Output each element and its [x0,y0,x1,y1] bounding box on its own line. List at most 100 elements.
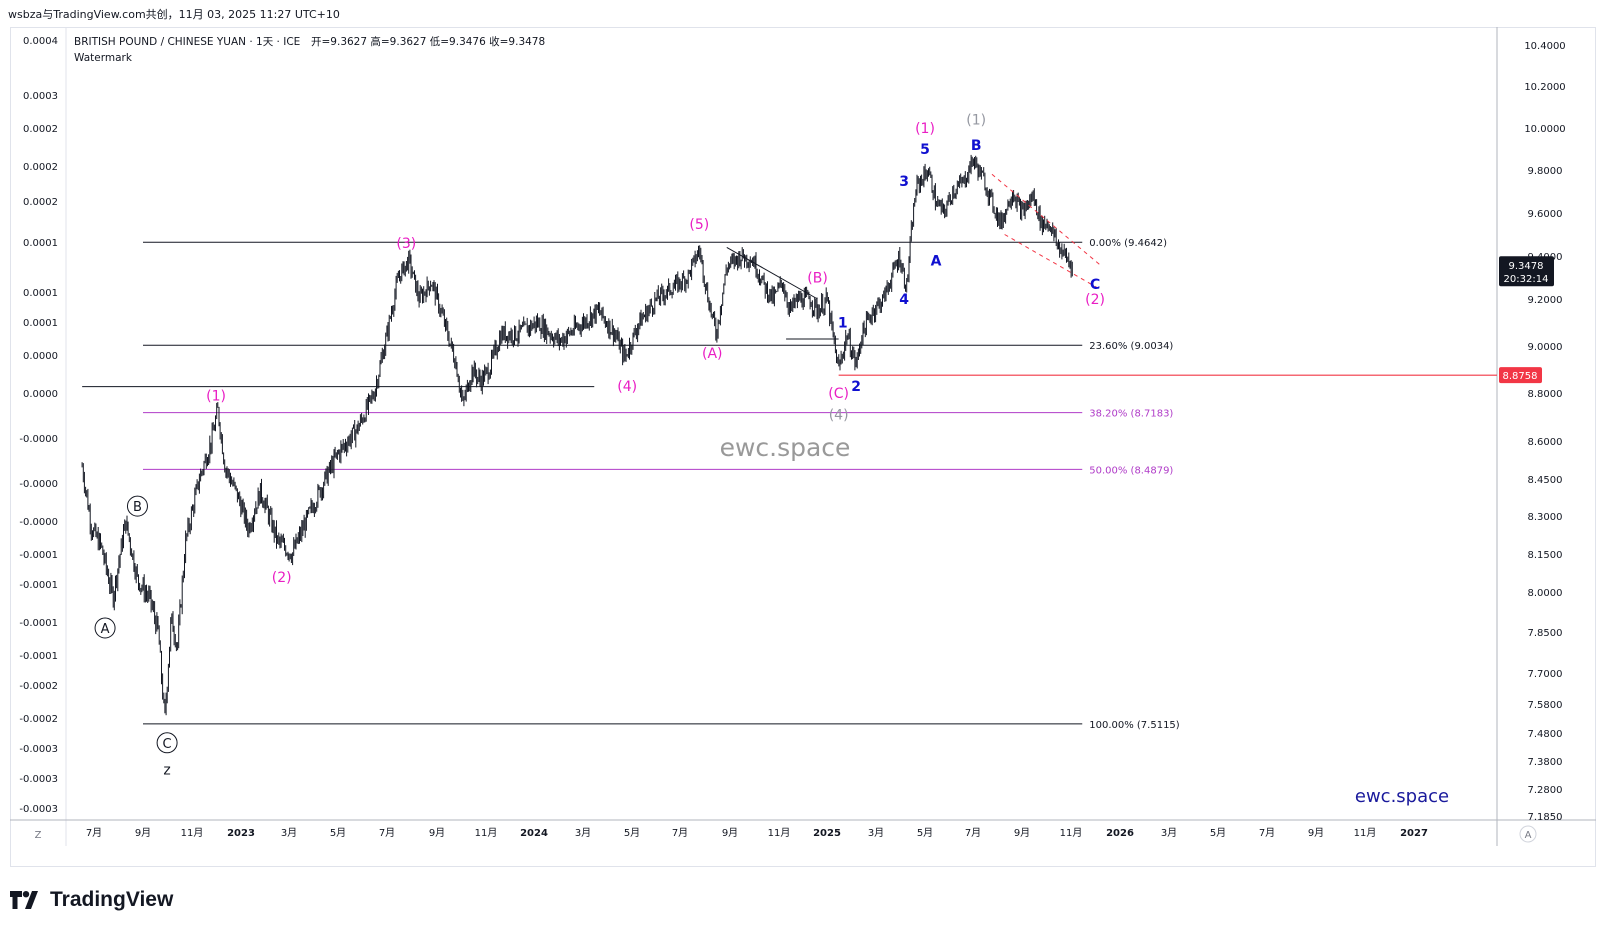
tradingview-logo-icon [10,891,38,909]
symbol-title: BRITISH POUND / CHINESE YUAN · 1天 · ICE [74,36,300,48]
red-level-value: 8.8758 [1503,371,1538,382]
left-axis-label: -0.0003 [19,804,58,815]
last-price-value: 9.3478 [1509,261,1544,272]
price-axis-label: 8.3000 [1528,512,1563,523]
left-axis-label: -0.0000 [19,434,58,445]
left-axis-label: 0.0000 [23,351,58,362]
time-axis-label: 7月 [672,827,688,839]
time-axis-label: 2025 [813,828,841,839]
wave-circle [94,617,116,639]
wave-label: (5) [689,217,709,233]
price-axis-label: 10.0000 [1524,124,1565,135]
time-axis-label: 3月 [868,827,884,839]
left-axis-label: -0.0003 [19,774,58,785]
bar-countdown: 20:32:14 [1504,274,1549,285]
time-axis-label: 9月 [1014,827,1030,839]
wave-label: (B) [807,271,828,287]
time-axis-label: 2024 [520,828,548,839]
price-axis-label: 10.2000 [1524,82,1565,93]
time-axis-label: 2023 [227,828,255,839]
wave-circle [126,495,148,517]
time-axis-label: 3月 [575,827,591,839]
wave-label: (A) [702,346,723,362]
wave-label: (1) [966,113,986,129]
wave-label: 3 [899,174,909,190]
wave-label: 5 [920,142,930,158]
left-axis-label: 0.0000 [23,389,58,400]
wave-label: C [163,737,172,752]
time-axis[interactable]: 7月 9月 11月 2023 3月 5月 7月 9月 11月 2024 3月 5月 7月 9月 11月 202… [86,827,1428,839]
timezone-button[interactable]: Z [35,830,42,841]
horizontal-levels [82,374,1497,388]
trendline [726,246,818,300]
time-axis-label: 5月 [330,827,346,839]
time-axis-label: 2027 [1400,828,1428,839]
time-axis-label: 3月 [281,827,297,839]
time-axis-label: 11月 [181,827,204,839]
fib-level-label: 38.20% (8.7183) [1089,409,1173,420]
time-axis-label: 11月 [1060,827,1083,839]
chart-frame [10,27,1596,867]
fib-level-label: 100.00% (7.5115) [1089,720,1180,731]
wave-label: (1) [206,388,226,404]
left-axis-label: -0.0000 [19,517,58,528]
fib-level-label: 50.00% (8.4879) [1089,465,1173,476]
time-axis-label: 5月 [1210,827,1226,839]
price-axis-label: 8.4500 [1528,475,1563,486]
time-axis-label: 7月 [379,827,395,839]
price-axis-label: 9.6000 [1528,209,1563,220]
right-price-axis[interactable]: 10.400010.200010.00009.80009.60009.40009… [1524,41,1565,823]
watermark-label: Watermark [74,52,133,64]
time-axis-label: 2026 [1106,828,1134,839]
left-axis-label: 0.0001 [23,288,58,299]
price-axis-label: 7.8500 [1528,628,1563,639]
left-axis-label: 0.0003 [23,91,58,102]
left-axis-label: 0.0004 [23,36,58,47]
wave-label: (3) [396,236,416,252]
ohlc-values: 开=9.3627 高=9.3627 低=9.3476 收=9.3478 [311,35,545,48]
left-axis-label: -0.0002 [19,714,58,725]
left-axis-label: 0.0001 [23,238,58,249]
wave-circle [156,732,178,754]
trendlines [726,173,1103,340]
price-axis-label: 7.5800 [1528,700,1563,711]
left-axis[interactable]: 0.0004 0.0003 0.0002 0.0002 0.0002 0.0001 0.00… [19,36,58,815]
left-axis-label: -0.0001 [19,550,58,561]
channel-line-dashed [1004,234,1099,289]
publish-line: wsbza与TradingView.com共创，11月 03, 2025 11:… [8,8,340,21]
wave-label: B [133,500,142,515]
wave-label: 1 [838,316,848,332]
price-axis-label: 9.8000 [1528,166,1563,177]
brand-name: TradingView [50,888,174,911]
time-axis-label: 9月 [135,827,151,839]
wave-label: (4) [829,408,849,424]
wave-label: (1) [915,121,935,137]
brand-footer[interactable]: TradingView [10,888,173,912]
auto-scale-button[interactable]: A [1525,830,1532,841]
time-axis-label: 9月 [722,827,738,839]
price-axis-label: 7.3800 [1528,757,1563,768]
auto-scale-circle[interactable] [1519,825,1537,843]
wave-label: z [163,762,170,778]
left-axis-label: -0.0000 [19,479,58,490]
watermark-center: ewc.space [720,433,851,462]
watermark-bottom-right: ewc.space [1355,786,1449,807]
left-axis-label: -0.0001 [19,618,58,629]
wave-label: (2) [1085,292,1105,308]
price-tags: 9.3478 20:32:14 8.8758 [1499,256,1554,384]
time-axis-label: 7月 [86,827,102,839]
time-axis-label: 11月 [475,827,498,839]
left-axis-label: -0.0002 [19,681,58,692]
price-axis-label: 8.8000 [1528,389,1563,400]
time-axis-label: 5月 [624,827,640,839]
price-axis-label: 9.0000 [1528,342,1563,353]
time-axis-label: 7月 [1259,827,1275,839]
wave-label: (4) [617,379,637,395]
time-axis-label: 9月 [429,827,445,839]
fib-levels: 0.00% (9.4642) 23.60% (9.0034) 38.20% (8.7… [143,238,1180,731]
price-axis-label: 10.4000 [1524,41,1565,52]
time-axis-label: 3月 [1161,827,1177,839]
fib-level-label: 23.60% (9.0034) [1089,341,1173,352]
time-axis-label: 11月 [768,827,791,839]
